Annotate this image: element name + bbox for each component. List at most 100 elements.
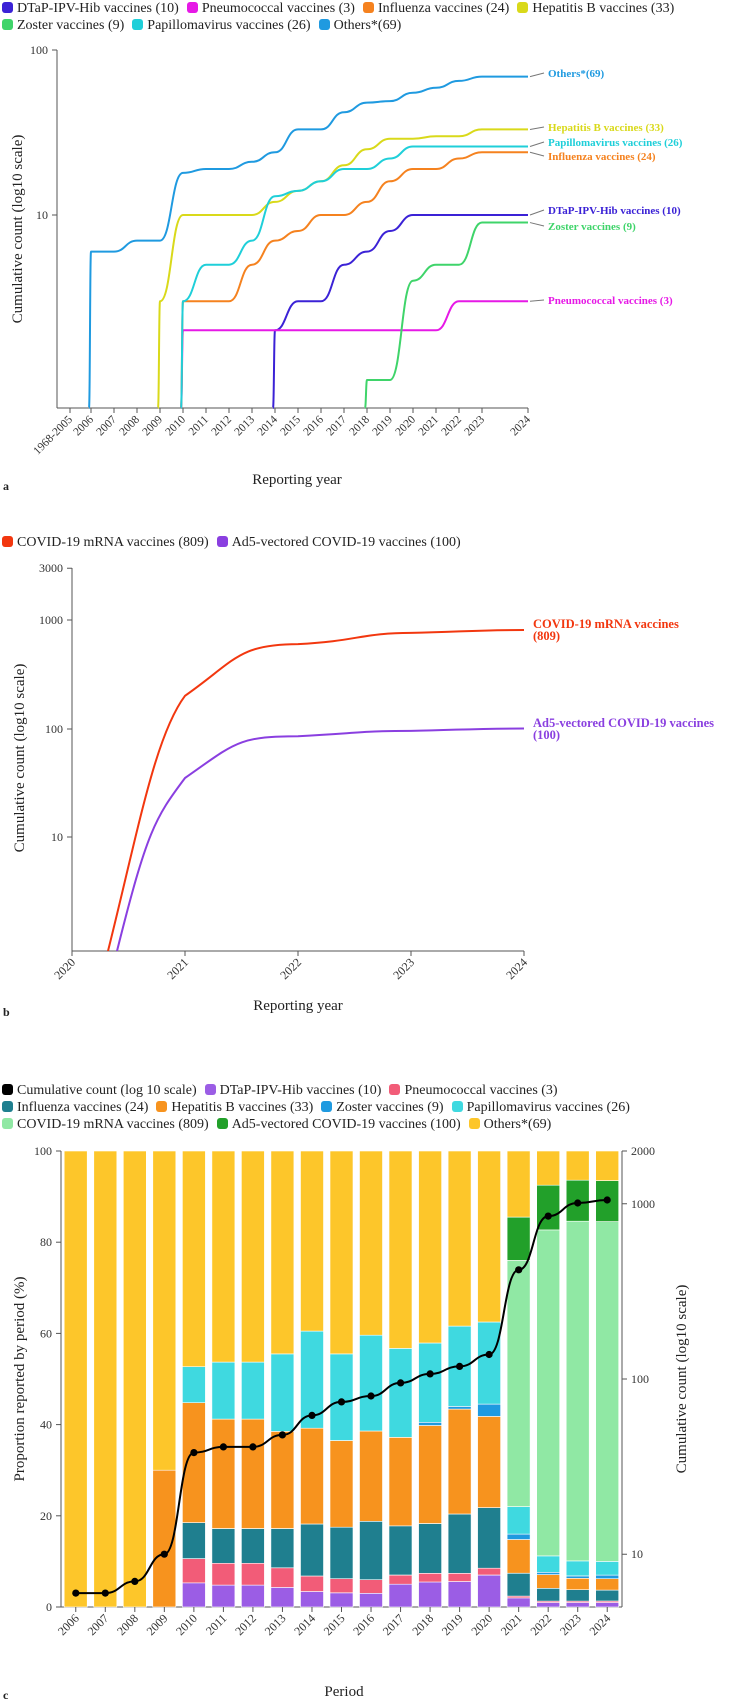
bar-segment [329,1592,354,1608]
series-line [180,145,528,409]
x-tick-label: 2009 [144,1611,171,1638]
legend-swatch [517,2,529,13]
legend-item: Zoster vaccines (9) [321,1099,444,1116]
legend-swatch [318,19,330,30]
bar-segment [447,1513,472,1574]
bar-segment [300,1591,324,1608]
x-tick-label: 2021 [498,1611,525,1638]
legend-swatch [2,536,13,547]
cumulative-point [456,1362,464,1370]
bar-segment [536,1574,561,1589]
bar-segment [270,1587,295,1608]
legend-item: Pneumococcal vaccines (3) [186,0,355,17]
bar-segment [418,1523,442,1574]
legend-label: Pneumococcal vaccines (3) [404,1083,558,1098]
bar-segment [506,1506,531,1535]
legend-item: Others*(69) [318,17,402,34]
y-tick-label: 60 [40,1326,52,1340]
y-tick-label: 3000 [39,561,63,575]
bar-segment [241,1150,265,1363]
bar-segment [506,1533,531,1540]
bar-segment [447,1408,472,1515]
series-line [107,629,525,952]
legend-item: Pneumococcal vaccines (3) [389,1082,558,1099]
bar-segment [506,1597,531,1608]
bar-segment [418,1581,442,1608]
y-tick-label: 100 [45,722,63,736]
y2-tick-label: 100 [631,1372,649,1386]
legend-label: Others*(69) [333,18,402,33]
y-tick-label: 0 [46,1600,52,1614]
x-tick-label: 2013 [232,413,257,438]
series-end-label: Pneumococcal vaccines (3) [548,295,673,307]
bar-segment [595,1578,620,1591]
bar-segment [388,1583,413,1608]
x-tick-label: 2018 [347,413,372,438]
legend-swatch [362,2,374,13]
legend-label: Zoster vaccines (9) [336,1100,444,1115]
bar-segment [123,1150,147,1608]
bar-segment [329,1526,354,1580]
x-tick-label: 2010 [163,413,188,438]
bar-segment [359,1579,383,1594]
cumulative-point [72,1589,80,1597]
x-tick-label: 2017 [324,413,349,438]
cumulative-point [426,1370,434,1378]
y-tick-label: 10 [36,208,48,222]
y-tick-label: 100 [34,1144,52,1158]
legend-swatch [216,1118,228,1129]
bar-segment [211,1562,236,1586]
y-axis-title: Cumulative count (log10 scale) [10,135,26,324]
x-tick-label: 2021 [164,955,191,982]
x-tick-label: 2021 [416,413,441,438]
legend-item: Ad5-vectored COVID-19 vaccines (100) [216,534,461,551]
cumulative-point [131,1577,139,1585]
cumulative-point [190,1449,198,1457]
x-tick-label: 2009 [140,413,165,438]
bar-segment [565,1602,590,1608]
bar-segment [595,1150,620,1181]
chart-panel-a: 101001968-200520062007200820092010201120… [3,43,683,493]
bar-segment [477,1321,501,1405]
legend-item: Ad5-vectored COVID-19 vaccines (100) [216,1116,461,1133]
end-label-leader [529,222,545,227]
bar-segment [211,1418,236,1529]
legend-label: COVID-19 mRNA vaccines (809) [17,1117,209,1132]
legend-swatch [389,1084,401,1095]
end-label-leader [529,299,545,302]
plot-area-b: 10 100 1000 3000 2020 2021 2022 2023 2024 Reporti… [3,561,714,1019]
bar-segment [506,1572,531,1597]
bar-segment [477,1150,501,1323]
legend-item: Others*(69) [468,1116,551,1133]
cumulative-point [515,1266,523,1274]
x-tick-label: 2011 [203,1611,230,1638]
cumulative-point [574,1199,582,1207]
bar-segment [359,1150,383,1336]
legend-label: Cumulative count (log 10 scale) [17,1083,197,1098]
bar-segment [300,1523,324,1577]
series-line [364,221,528,409]
series-end-label-line: Ad5-vectored COVID-19 vaccines [533,716,714,730]
x-tick-label: 2024 [586,1611,613,1638]
legend-item: DTaP-IPV-Hib vaccines (10) [204,1082,381,1099]
bar-segment [388,1574,413,1585]
legend-item: Zoster vaccines (9) [2,17,124,34]
x-tick-label: 2012 [209,413,234,438]
panel-label: a [3,479,9,493]
bar-segment [270,1567,295,1588]
x-tick-label: 2015 [321,1611,348,1638]
bar-segment [565,1589,590,1602]
x-tick-label: 2024 [503,955,530,982]
bar-segment [300,1427,324,1525]
legend-item: Hepatitis B vaccines (33) [517,0,674,17]
x-tick-label: 1968-2005 [31,413,75,457]
bar-segment [270,1353,295,1432]
legend-swatch [204,1084,216,1095]
bar-segment [182,1150,206,1367]
legend-label: Hepatitis B vaccines (33) [171,1100,314,1115]
x-tick-label: 2013 [262,1611,289,1638]
series-end-label-line: COVID-19 mRNA vaccines [533,617,679,631]
cumulative-point [160,1550,168,1558]
x-tick-label: 2017 [380,1611,407,1638]
bar-segment [418,1425,442,1524]
